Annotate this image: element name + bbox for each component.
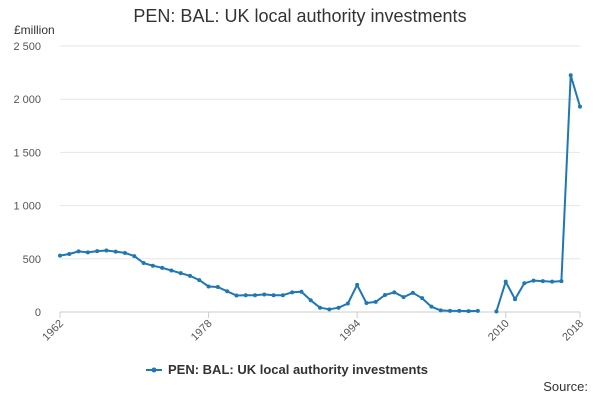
data-point	[58, 253, 62, 258]
data-point	[559, 279, 564, 284]
y-tick-label: 0	[35, 307, 41, 319]
data-point	[373, 299, 378, 304]
data-point	[522, 281, 527, 286]
y-axis-unit-label: £million	[14, 23, 55, 37]
data-point	[336, 305, 341, 310]
data-point	[280, 293, 285, 298]
data-point	[76, 249, 81, 254]
data-point	[327, 307, 332, 312]
chart-title: PEN: BAL: UK local authority investments	[133, 6, 467, 26]
data-point	[206, 284, 211, 289]
data-point	[243, 293, 248, 298]
data-point	[169, 268, 174, 273]
data-point	[364, 300, 369, 305]
data-point	[95, 249, 100, 254]
data-point	[299, 289, 304, 294]
data-point	[318, 305, 322, 310]
data-point	[540, 279, 545, 284]
data-point	[355, 282, 360, 287]
data-point	[271, 293, 276, 298]
data-point	[429, 304, 434, 309]
legend-marker	[151, 367, 157, 373]
x-tick-label: 1962	[40, 318, 66, 344]
data-point	[410, 290, 415, 295]
data-point	[401, 295, 406, 300]
data-point	[438, 308, 443, 313]
y-tick-label: 2 000	[13, 94, 41, 106]
data-point	[475, 308, 480, 313]
data-point	[188, 273, 192, 278]
data-point	[448, 308, 452, 313]
data-point	[345, 301, 350, 306]
legend-label: PEN: BAL: UK local authority investments	[168, 362, 428, 377]
source-label: Source:	[543, 379, 588, 394]
data-point	[104, 248, 109, 253]
data-point	[225, 289, 230, 294]
data-point	[308, 298, 313, 303]
data-point	[568, 73, 573, 78]
series-line	[495, 74, 581, 312]
series-line	[59, 249, 478, 313]
data-point	[67, 252, 72, 257]
data-point	[550, 279, 555, 284]
data-point	[150, 263, 155, 268]
data-point	[123, 250, 127, 255]
data-point	[197, 278, 202, 283]
y-tick-label: 1 000	[13, 201, 41, 213]
data-point	[113, 249, 118, 254]
data-point	[253, 293, 257, 298]
data-point	[262, 292, 267, 297]
x-tick-label: 2010	[486, 318, 512, 344]
data-point	[531, 278, 536, 283]
data-point	[420, 296, 425, 301]
x-tick-label: 2018	[560, 318, 586, 344]
data-point	[85, 250, 90, 255]
x-tick-label: 1994	[337, 318, 363, 344]
y-tick-label: 2 500	[13, 41, 41, 53]
data-point	[178, 271, 183, 276]
data-point	[503, 279, 508, 284]
data-point	[392, 290, 397, 295]
data-point	[457, 308, 462, 313]
data-point	[466, 309, 471, 314]
data-point	[215, 284, 220, 289]
data-point	[141, 261, 146, 266]
data-point	[494, 309, 499, 314]
data-point	[513, 297, 517, 302]
data-point	[578, 104, 582, 109]
x-tick-label: 1978	[189, 318, 215, 344]
data-point	[160, 265, 165, 270]
data-point	[132, 254, 137, 259]
data-point	[290, 290, 295, 295]
y-tick-label: 500	[23, 254, 41, 266]
y-tick-label: 1 500	[13, 147, 41, 159]
data-point	[383, 292, 387, 297]
data-point	[234, 293, 239, 298]
